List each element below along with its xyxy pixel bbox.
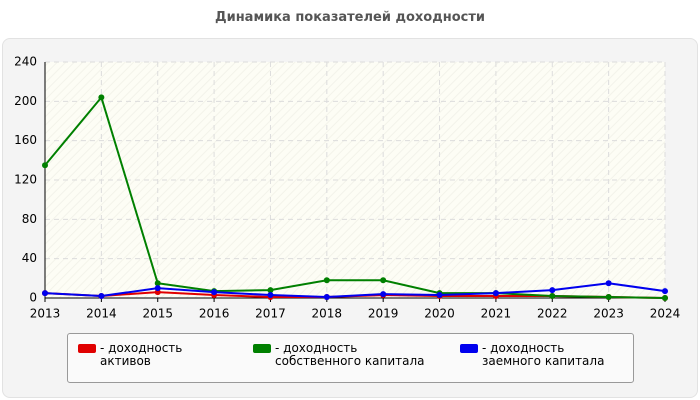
data-point [549,287,556,294]
x-tick-label: 2017 [255,307,286,321]
data-point [154,285,161,292]
data-point [436,292,443,299]
data-point [549,293,556,300]
legend: - доходность активов - доходность собстве… [67,333,634,383]
x-tick-label: 2018 [312,307,343,321]
x-tick-label: 2015 [142,307,173,321]
legend-swatch [78,344,96,353]
x-tick-label: 2023 [593,307,624,321]
y-tick-label: 240 [14,55,37,69]
legend-item: - доходность активов [78,342,228,368]
legend-swatch [253,344,271,353]
data-point [605,280,612,287]
data-point [211,289,218,296]
data-point [323,294,330,301]
x-tick-label: 2021 [481,307,512,321]
x-tick-label: 2016 [199,307,230,321]
legend-label: - доходность активов [100,341,183,368]
y-tick-label: 0 [29,291,37,305]
x-tick-label: 2022 [537,307,568,321]
legend-item: - доходность собственного капитала [253,342,438,368]
legend-swatch [460,344,478,353]
series-line [44,282,666,299]
chart-title: Динамика показателей доходности [215,10,485,25]
x-tick-label: 2024 [650,307,681,321]
data-point [380,277,387,284]
x-tick-label: 2013 [30,307,61,321]
x-tick-label: 2019 [368,307,399,321]
legend-item: - доходность заемного капитала [460,342,620,368]
legend-label: - доходность собственного капитала [275,341,425,368]
data-point [98,94,105,101]
data-point [42,290,48,297]
data-point [492,290,499,297]
y-tick-label: 160 [14,133,37,147]
data-point [267,287,274,294]
data-point [380,291,387,298]
data-point [42,162,48,169]
series-line [44,95,666,299]
x-tick-label: 2014 [86,307,117,321]
y-tick-label: 40 [22,251,37,265]
data-point [662,295,668,301]
y-tick-label: 200 [14,94,37,108]
data-point [323,277,330,284]
x-tick-label: 2020 [424,307,455,321]
data-point [662,288,668,295]
data-point [267,292,274,299]
data-point [98,293,105,300]
y-tick-label: 120 [14,173,37,187]
data-point [605,294,612,301]
legend-label: - доходность заемного капитала [482,341,605,368]
y-tick-label: 80 [22,212,37,226]
data-point [154,280,161,287]
